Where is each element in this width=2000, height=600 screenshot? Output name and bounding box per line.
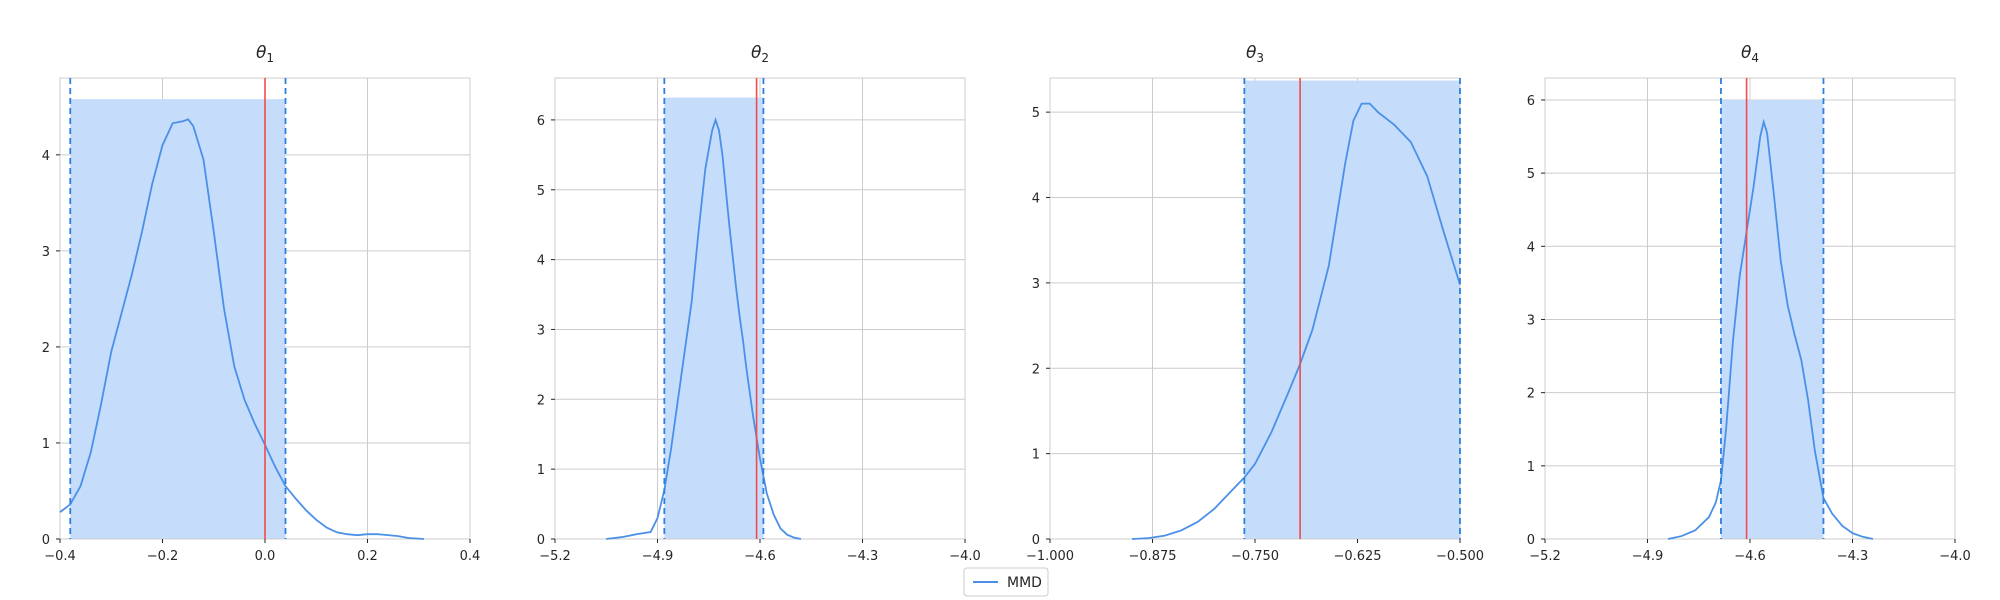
kde-curve-mmd [59,118,424,540]
y-tick-label: 4 [1032,192,1040,207]
y-tick-label: 3 [1032,277,1040,292]
x-tick-label: −4.3 [1837,549,1869,564]
legend: MMD [963,567,1049,597]
y-tick-label: 3 [537,323,545,338]
legend-box [963,567,1049,597]
x-tick-label: 0.4 [460,549,481,564]
y-tick-label: 3 [42,245,50,260]
x-tick-label: −4.6 [1734,549,1766,564]
y-tick-label: 4 [42,149,50,164]
panel-theta-3: −1.000 −0.875 −0.750 −0.625 −0.500 0 1 2 3 4 5 θ3 [1026,43,1484,564]
x-tick-label: 0.0 [255,549,276,564]
credible-band [70,99,286,540]
y-tick-label: 1 [1032,448,1040,463]
y-tick-label: 4 [537,254,545,269]
x-tick-label: −4.9 [642,549,674,564]
y-tick-label: 2 [537,393,545,408]
panel-title: θ1 [256,43,274,65]
y-tick-label: 0 [1032,533,1040,548]
y-tick-label: 5 [1032,106,1040,121]
credible-band [664,97,764,539]
y-tick-label: 2 [42,341,50,356]
x-tick-label: −5.2 [1529,549,1561,564]
x-tick-label: −0.875 [1128,549,1176,564]
panels: −0.4 −0.2 0.0 0.2 0.4 0 1 2 3 4 θ1 −5.2 −4.9 −4.6 −4.3… [42,43,1971,564]
y-tick-label: 5 [537,184,545,199]
panel-title: θ3 [1246,43,1264,65]
credible-band [1244,80,1460,540]
legend-label: MMD [1007,575,1042,591]
kde-curve-mmd [1131,102,1461,540]
y-tick-label: 2 [1032,362,1040,377]
x-tick-label: −4.0 [949,549,981,564]
panel-theta-2: −5.2 −4.9 −4.6 −4.3 −4.0 0 1 2 3 4 5 6 θ2 [537,43,981,564]
y-tick-label: 5 [1527,167,1535,182]
x-tick-label: −4.3 [847,549,879,564]
x-tick-label: −4.6 [744,549,776,564]
y-tick-label: 2 [1527,387,1535,402]
y-tick-label: 1 [1527,460,1535,475]
y-tick-label: 0 [1527,533,1535,548]
y-tick-label: 1 [537,463,545,478]
x-tick-label: −4.0 [1939,549,1971,564]
panel-title: θ4 [1741,43,1759,65]
credible-band [1720,99,1824,539]
y-tick-label: 1 [42,437,50,452]
x-tick-label: −5.2 [539,549,571,564]
x-tick-label: −4.9 [1632,549,1664,564]
panel-title: θ2 [751,43,769,65]
y-tick-label: 4 [1527,240,1535,255]
panel-theta-4: −5.2 −4.9 −4.6 −4.3 −4.0 0 1 2 3 4 5 6 θ4 [1527,43,1971,564]
x-tick-label: −0.625 [1333,549,1381,564]
y-tick-label: 3 [1527,313,1535,328]
x-tick-label: −0.2 [147,549,179,564]
y-tick-label: 0 [42,533,50,548]
x-tick-label: −0.500 [1436,549,1484,564]
x-tick-label: −1.000 [1026,549,1074,564]
kde-curve-mmd [1667,118,1874,540]
y-tick-label: 6 [537,114,545,129]
x-tick-label: −0.750 [1231,549,1279,564]
x-tick-label: 0.2 [357,549,378,564]
x-tick-label: −0.4 [44,549,76,564]
panel-theta-1: −0.4 −0.2 0.0 0.2 0.4 0 1 2 3 4 θ1 [42,43,481,564]
y-tick-label: 6 [1527,94,1535,109]
y-tick-label: 0 [537,533,545,548]
